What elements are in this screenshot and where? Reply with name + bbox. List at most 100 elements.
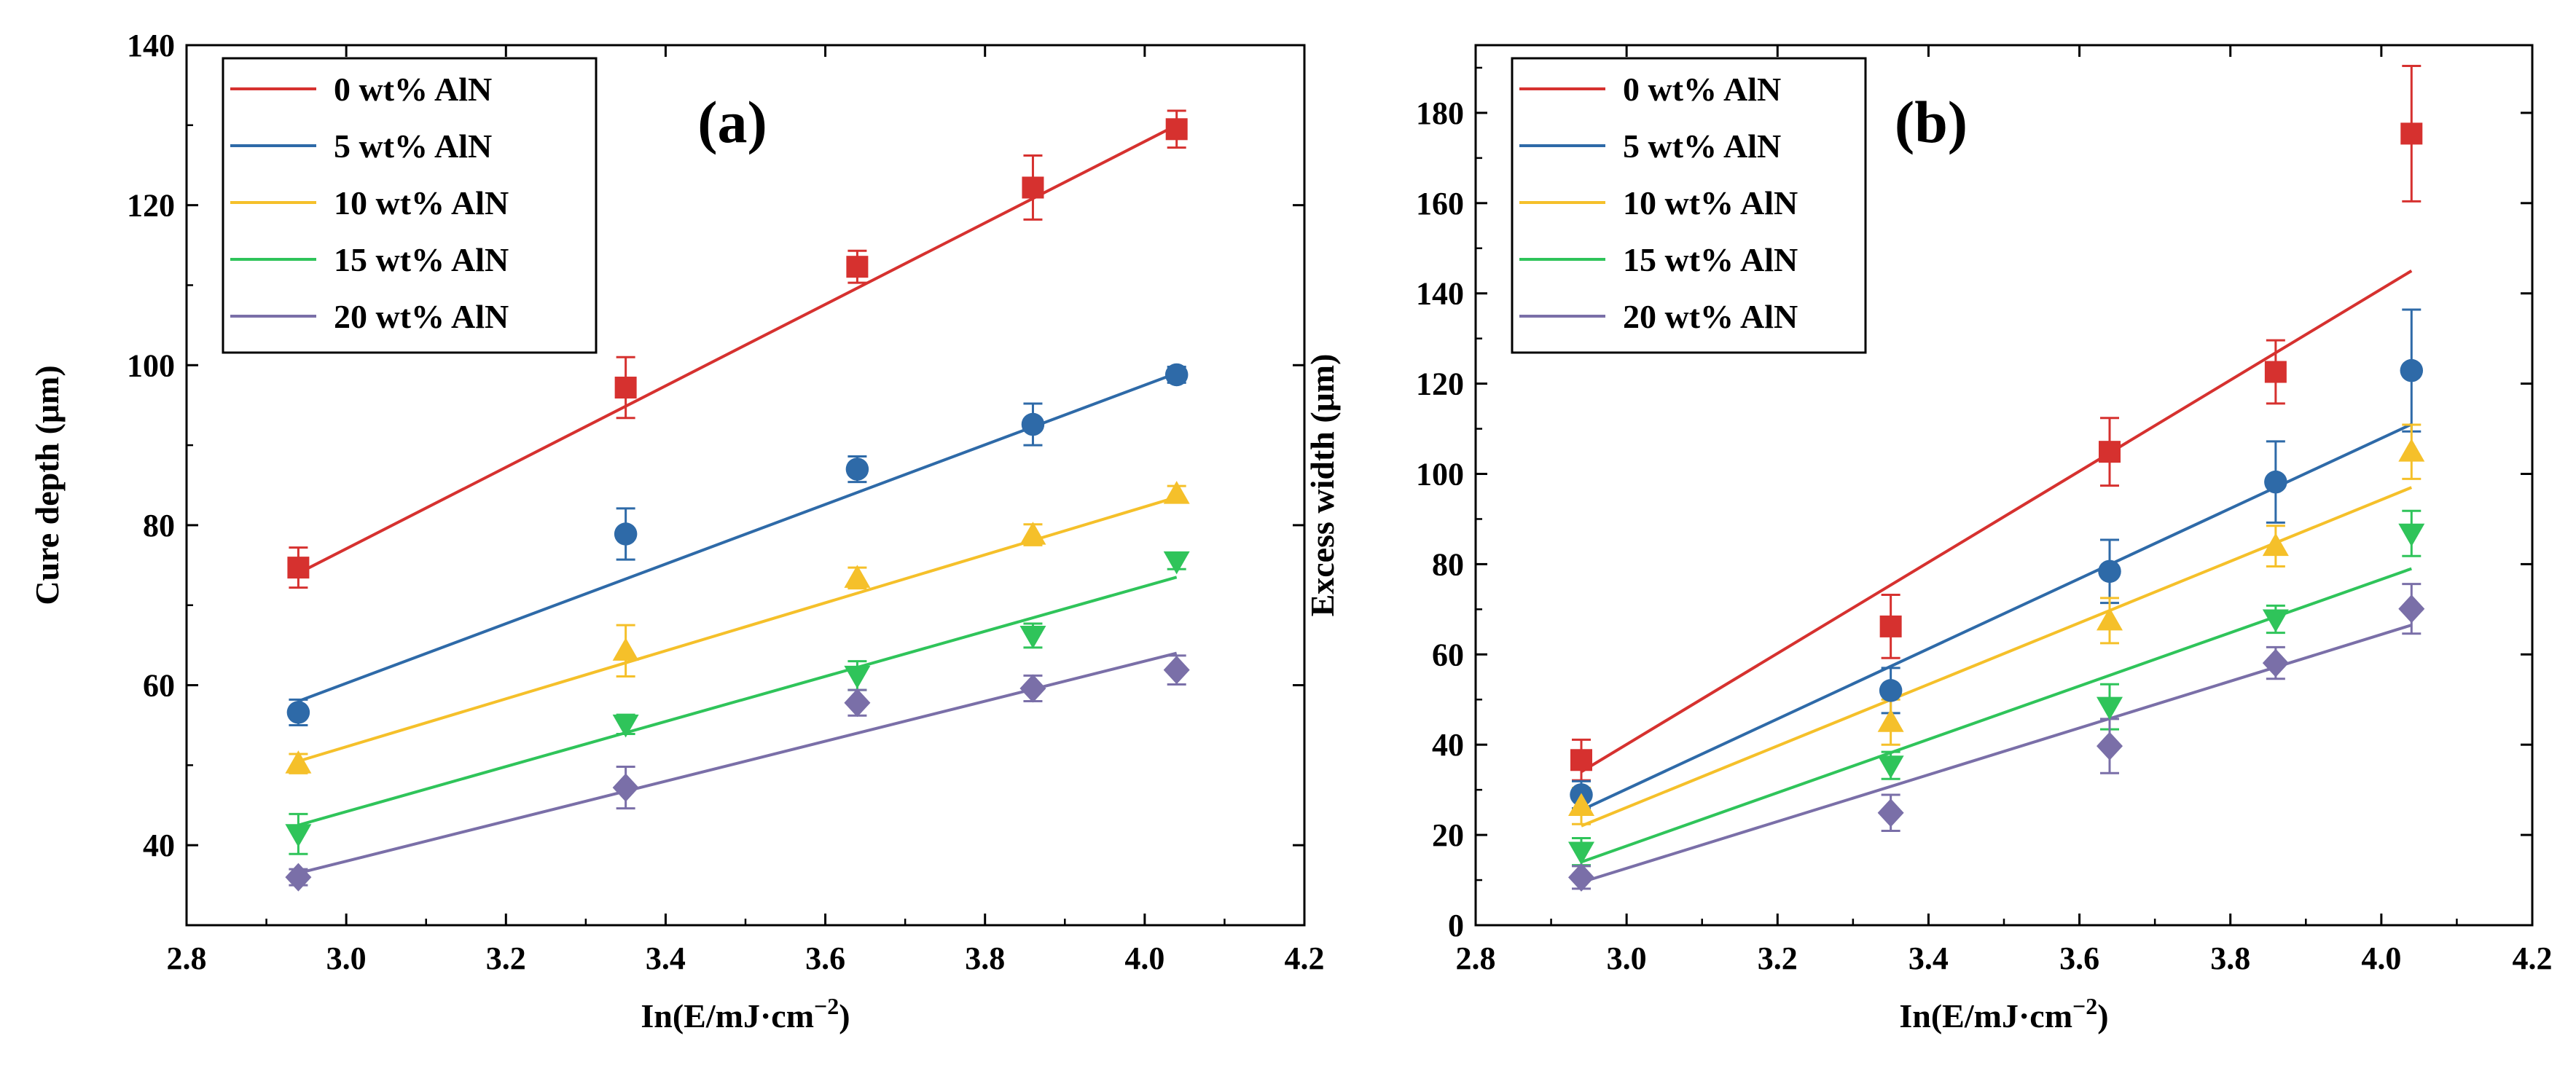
panel-b-legend-label-0: 0 wt% AlN	[1623, 71, 1781, 108]
panel-b-series-3-point	[2097, 696, 2123, 720]
panel-b-series-0-point	[2099, 441, 2121, 463]
panel-b-series-3-point	[2262, 609, 2289, 632]
panel-a-xtick-label: 4.0	[1124, 940, 1164, 976]
panel-a-series-1-point	[845, 458, 869, 481]
panel-a-ylabel: Cure depth (μm)	[28, 365, 66, 605]
panel-b-ylabel: Excess width (μm)	[1304, 354, 1341, 617]
panel-a-xlabel: In(E/mJ·cm−2)	[641, 993, 850, 1034]
panel-b-xtick-label: 3.2	[1758, 940, 1798, 976]
panel-b-fit-lines	[1580, 270, 2413, 884]
panel-a-xtick-label: 3.0	[326, 940, 367, 976]
panel-a-xtick-label: 4.2	[1285, 940, 1325, 976]
panel-a-series-2-point	[612, 637, 639, 661]
panel-b-series-1-point	[2098, 559, 2121, 584]
panel-a-legend-box	[222, 57, 598, 354]
panel-a-legend-label-3: 15 wt% AlN	[334, 241, 509, 278]
panel-a-series-0-fit-line	[297, 124, 1178, 575]
panel-b-legend-label-2: 10 wt% AlN	[1623, 184, 1798, 221]
panel-b-ytick-label: 20	[1432, 817, 1464, 853]
panel-b-series-2-point	[1877, 709, 1904, 732]
panel-a: 2.8 3.0 3.2 3.4 3.6 3.8 4.0 4.2406080100120140 …	[28, 28, 1325, 1034]
panel-a-series-2-point	[285, 750, 312, 774]
panel-b-ytick-label: 100	[1416, 457, 1464, 492]
panel-a-series-4-point	[844, 688, 871, 718]
panel-a-series-0-point	[1022, 176, 1044, 199]
panel-b-series-4-point	[1877, 798, 1904, 828]
panel-a-legend: 0 wt% AlN 5 wt% AlN 10 wt% AlN 15 wt% AlN 20…	[222, 57, 598, 354]
panel-a-series-1-point	[614, 522, 638, 546]
panel-a-series-4-fit-line	[297, 651, 1178, 875]
panel-a-xtick-label: 2.8	[167, 940, 207, 976]
panel-b-series-4-point	[2262, 648, 2289, 678]
panel-a-ytick-label: 140	[127, 28, 175, 63]
panel-a-series-2-point	[1019, 522, 1046, 545]
panel-b: 2.8 3.0 3.2 3.4 3.6 3.8 4.0 4.2 0 20 40 60 80 100 120 1…	[1304, 44, 2553, 1034]
panel-a-xtick-label: 3.2	[486, 940, 526, 976]
panel-a-xtick-label: 3.8	[965, 940, 1005, 976]
panel-b-series-2-point	[1568, 793, 1594, 816]
panel-b-ytick-label: 0	[1448, 908, 1464, 943]
panel-b-series-1-point	[2264, 470, 2287, 494]
panel-b-legend: 0 wt% AlN 5 wt% AlN 10 wt% AlN 15 wt% AlN 20…	[1511, 57, 1867, 354]
panel-a-series-4-point	[285, 863, 312, 892]
panel-b-series-2-point	[2262, 533, 2289, 557]
panel-a-legend-label-2: 10 wt% AlN	[334, 184, 509, 221]
panel-a-ytick-label: 80	[143, 508, 175, 543]
panel-b-label: (b)	[1895, 89, 1968, 155]
panel-a-series-3-point	[1163, 551, 1190, 575]
panel-b-legend-box	[1511, 57, 1867, 354]
panel-b-series-3-fit-line	[1581, 567, 2412, 864]
panel-b-series-3-point	[2398, 523, 2425, 547]
panel-b-xtick-label: 3.4	[1908, 940, 1949, 976]
panel-b-series-0-point	[1879, 615, 1902, 637]
panel-b-markers	[1568, 122, 2425, 892]
panel-a-series-3-point	[285, 824, 312, 847]
panel-b-ytick-label: 120	[1416, 366, 1464, 402]
panel-a-label: (a)	[697, 89, 767, 155]
panel-b-legend-label-3: 15 wt% AlN	[1623, 241, 1798, 278]
panel-a-series-1-point	[1021, 412, 1045, 436]
panel-b-series-4-point	[2398, 594, 2425, 624]
panel-b-xtick-label: 3.0	[1607, 940, 1647, 976]
panel-a-series-0-point	[1165, 118, 1188, 141]
panel-b-series-2-fit-line	[1581, 486, 2413, 828]
panel-b-ytick-label: 60	[1432, 637, 1464, 672]
panel-b-series-0-point	[1570, 749, 1592, 771]
panel-b-xtick-label: 4.2	[2513, 940, 2553, 976]
panel-a-ytick-label: 40	[143, 828, 175, 863]
panel-a-series-4-point	[1163, 656, 1190, 685]
panel-b-series-1-point	[2400, 358, 2424, 382]
panel-b-xtick-label: 4.0	[2361, 940, 2401, 976]
panel-a-series-0-point	[614, 377, 637, 399]
panel-b-xtick-label: 2.8	[1456, 940, 1496, 976]
panel-a-series-1-point	[286, 701, 310, 724]
panel-a-series-3-point	[844, 665, 871, 689]
panel-b-series-0-point	[2264, 361, 2287, 383]
panel-a-series-0-point	[846, 256, 869, 278]
panel-a-legend-label-4: 20 wt% AlN	[334, 298, 509, 335]
panel-a-ytick-label: 120	[127, 188, 175, 224]
panel-a-series-0-point	[287, 557, 310, 579]
panel-b-series-4-point	[1568, 863, 1594, 892]
panel-a-series-2-point	[1163, 481, 1190, 504]
panel-b-series-1-point	[1879, 679, 1903, 702]
panel-b-series-4-point	[2097, 731, 2123, 761]
panel-a-markers	[285, 118, 1190, 892]
panel-a-legend-label-1: 5 wt% AlN	[334, 127, 492, 165]
panel-a-ticks: 2.8 3.0 3.2 3.4 3.6 3.8 4.0 4.2 40 60 80 100 120 140	[127, 28, 1325, 976]
panel-b-xlabel: In(E/mJ·cm−2)	[1899, 993, 2108, 1034]
panel-a-legend-label-0: 0 wt% AlN	[334, 71, 492, 108]
panel-b-series-2-point	[2398, 439, 2425, 462]
panel-a-xtick-label: 3.6	[805, 940, 845, 976]
panel-b-ytick-label: 140	[1416, 276, 1464, 312]
panel-b-ticks: 2.8 3.0 3.2 3.4 3.6 3.8 4.0 4.2 0 20 40 60 80 100 120 1…	[1416, 45, 2553, 976]
panel-b-legend-label-4: 20 wt% AlN	[1623, 298, 1798, 335]
panel-b-ytick-label: 80	[1432, 546, 1464, 582]
panel-b-ytick-label: 40	[1432, 727, 1464, 763]
panel-b-xtick-label: 3.8	[2210, 940, 2250, 976]
panel-a-xtick-label: 3.4	[646, 940, 686, 976]
panel-b-legend-label-1: 5 wt% AlN	[1623, 127, 1781, 165]
panel-b-ytick-label: 160	[1416, 186, 1464, 221]
panel-a-series-1-point	[1164, 363, 1189, 387]
panel-a-series-4-point	[1019, 674, 1046, 703]
